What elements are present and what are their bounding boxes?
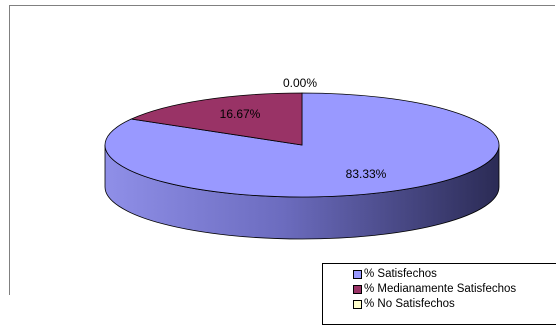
legend-item: % Medianamente Satisfechos: [353, 282, 556, 297]
pie-slice: [104, 92, 500, 198]
legend-swatch-satisfechos: [353, 270, 362, 279]
legend-label: % No Satisfechos: [364, 298, 455, 310]
legend-swatch-medianamente: [353, 285, 362, 294]
chart-area: [9, 5, 555, 295]
legend-swatch-no-satisfechos: [353, 300, 362, 309]
pie-slice: [129, 92, 303, 146]
legend-label: % Medianamente Satisfechos: [364, 283, 517, 295]
legend: % Satisfechos % Medianamente Satisfechos…: [322, 263, 556, 325]
legend-item: % Satisfechos: [353, 267, 556, 282]
data-label: 83.33%: [346, 167, 387, 181]
data-label: 16.67%: [220, 107, 261, 121]
legend-label: % Satisfechos: [364, 268, 437, 280]
legend-item: % No Satisfechos: [353, 297, 556, 312]
data-label: 0.00%: [283, 76, 317, 90]
